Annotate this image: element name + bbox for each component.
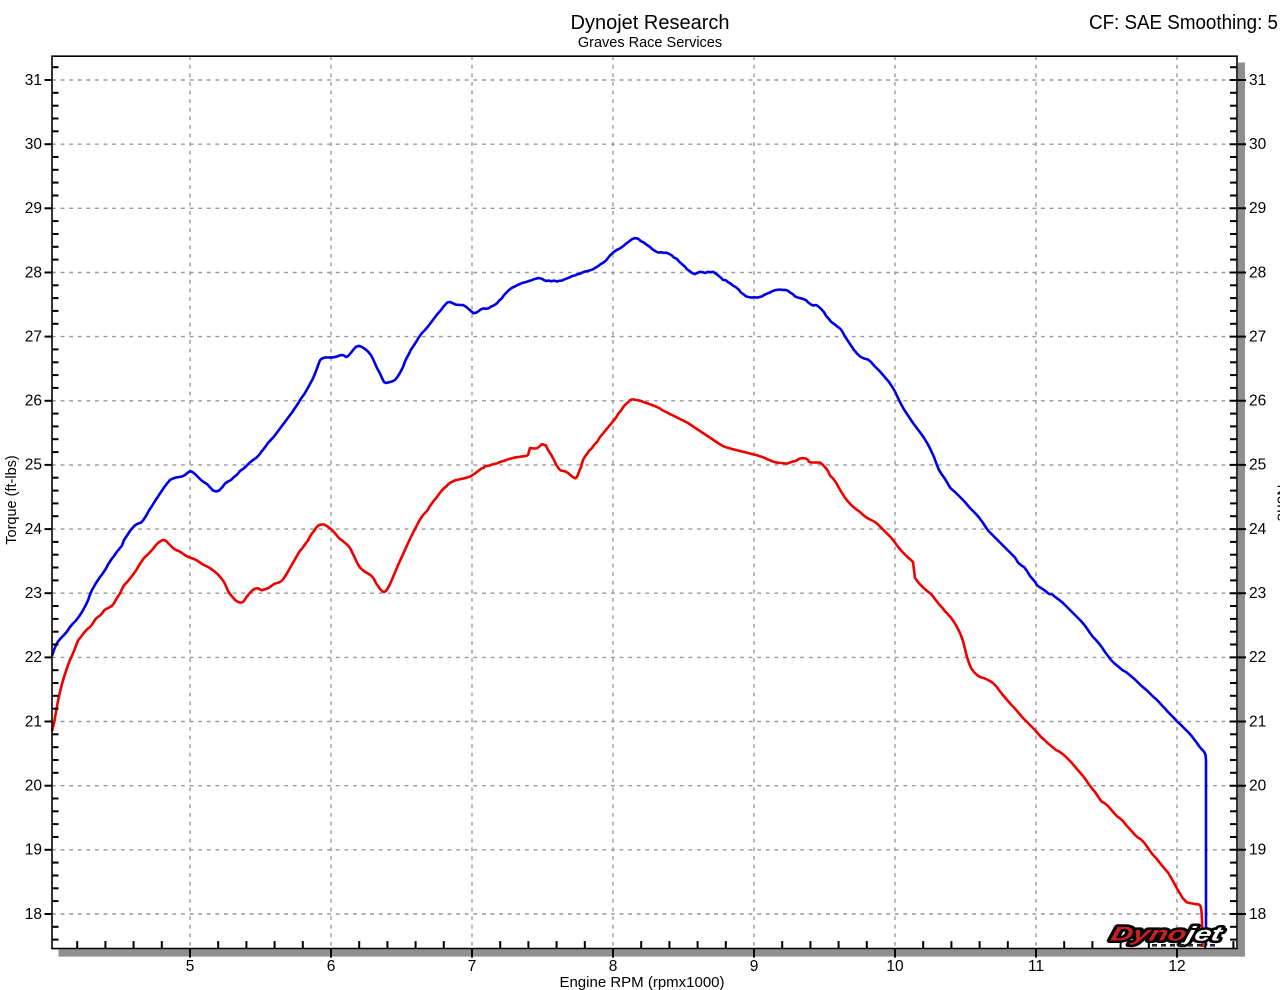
- svg-text:26: 26: [1249, 393, 1266, 410]
- svg-text:19: 19: [25, 842, 42, 859]
- svg-text:29: 29: [25, 200, 42, 217]
- svg-text:31: 31: [1249, 72, 1266, 89]
- svg-text:9: 9: [750, 958, 759, 975]
- svg-text:8: 8: [609, 958, 618, 975]
- svg-text:Dynojet Research: Dynojet Research: [571, 12, 730, 34]
- svg-text:10: 10: [886, 958, 904, 975]
- svg-text:11: 11: [1028, 958, 1044, 975]
- svg-text:20: 20: [1249, 778, 1267, 795]
- svg-text:Dynojet: Dynojet: [1109, 924, 1226, 946]
- svg-text:26: 26: [25, 393, 42, 410]
- svg-text:30: 30: [25, 136, 43, 153]
- svg-text:28: 28: [1249, 264, 1266, 281]
- svg-text:19: 19: [1249, 842, 1266, 859]
- svg-text:22: 22: [25, 649, 42, 666]
- svg-text:20: 20: [25, 778, 43, 795]
- svg-text:27: 27: [1249, 328, 1266, 345]
- svg-text:Engine RPM (rpmx1000): Engine RPM (rpmx1000): [559, 974, 724, 990]
- svg-text:7: 7: [468, 958, 477, 975]
- svg-text:23: 23: [25, 585, 42, 602]
- svg-text:18: 18: [1249, 906, 1266, 923]
- svg-text:30: 30: [1249, 136, 1267, 153]
- svg-text:27: 27: [25, 328, 42, 345]
- svg-text:12: 12: [1168, 958, 1185, 975]
- svg-text:21: 21: [1249, 713, 1266, 730]
- svg-text:5: 5: [186, 958, 195, 975]
- svg-text:25: 25: [25, 457, 42, 474]
- svg-text:Dynojet: Dynojet: [1109, 924, 1226, 946]
- svg-text:28: 28: [25, 264, 42, 281]
- svg-text:23: 23: [1249, 585, 1266, 602]
- svg-text:21: 21: [25, 713, 42, 730]
- svg-text:CF: SAE Smoothing: 5: CF: SAE Smoothing: 5: [1089, 12, 1278, 34]
- svg-text:29: 29: [1249, 200, 1266, 217]
- svg-text:24: 24: [25, 521, 43, 538]
- svg-text:18: 18: [25, 906, 42, 923]
- svg-text:6: 6: [327, 958, 336, 975]
- svg-text:Torque (ft-lbs): Torque (ft-lbs): [4, 455, 20, 544]
- svg-text:25: 25: [1249, 457, 1266, 474]
- svg-text:Graves Race Services: Graves Race Services: [578, 35, 722, 51]
- svg-text:31: 31: [25, 72, 42, 89]
- svg-text:24: 24: [1249, 521, 1267, 538]
- svg-text:None: None: [1274, 484, 1280, 521]
- svg-text:22: 22: [1249, 649, 1266, 666]
